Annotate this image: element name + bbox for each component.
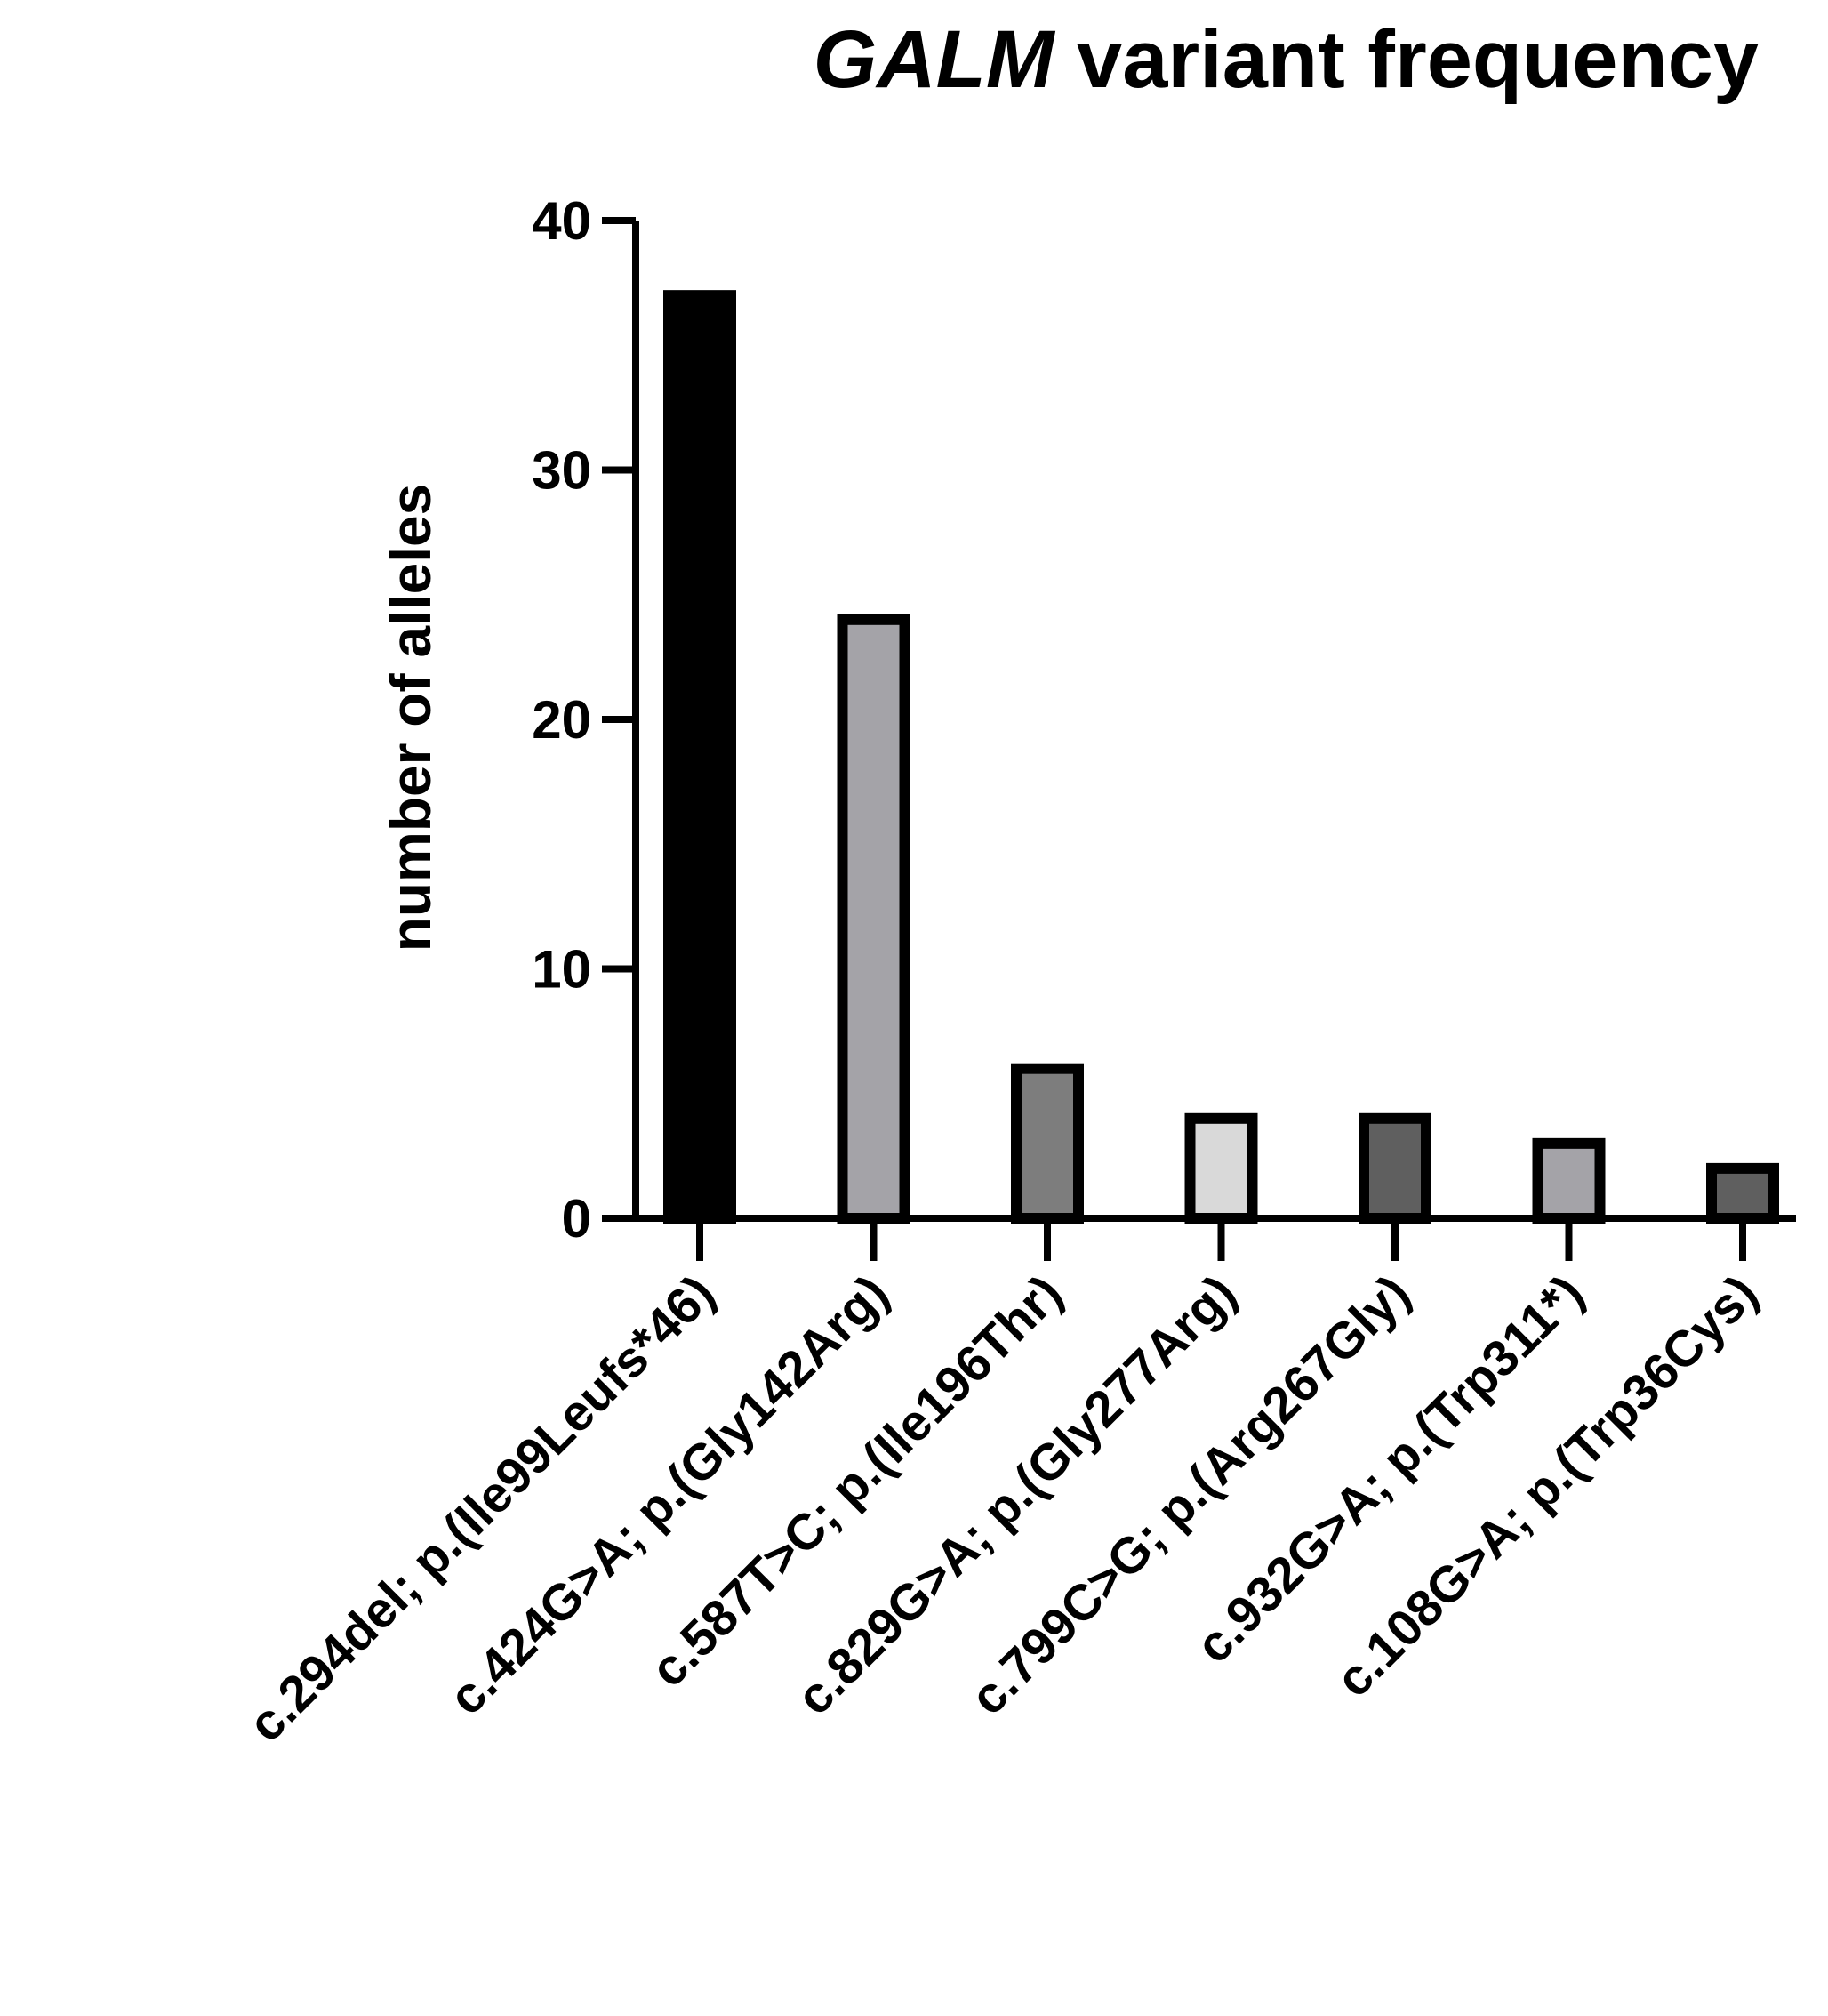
y-axis: 0 10 20 30 40 (532, 191, 639, 1249)
bar (1359, 1112, 1431, 1225)
y-tick-label: 10 (532, 940, 591, 1000)
bar (663, 290, 736, 1224)
bars (663, 290, 1779, 1225)
bar (837, 614, 910, 1224)
chart-title-italic: GALM (814, 14, 1056, 105)
bar (1532, 1137, 1606, 1224)
x-axis (602, 1215, 1796, 1261)
x-tick-labels: c.294del; p.(Ile99Leufs*46)c.424G>A; p.(… (237, 1265, 1768, 1753)
bar (1011, 1063, 1084, 1224)
y-tick-label: 40 (532, 191, 591, 251)
y-axis-label: number of alleles (379, 484, 443, 952)
bar (1706, 1162, 1779, 1225)
chart-title-rest: variant frequency (1054, 14, 1759, 105)
bar (1184, 1112, 1258, 1225)
y-tick-label: 0 (562, 1189, 591, 1249)
y-tick-label: 30 (532, 441, 591, 501)
chart-title: GALM variant frequency (814, 14, 1759, 105)
y-tick-label: 20 (532, 690, 591, 750)
